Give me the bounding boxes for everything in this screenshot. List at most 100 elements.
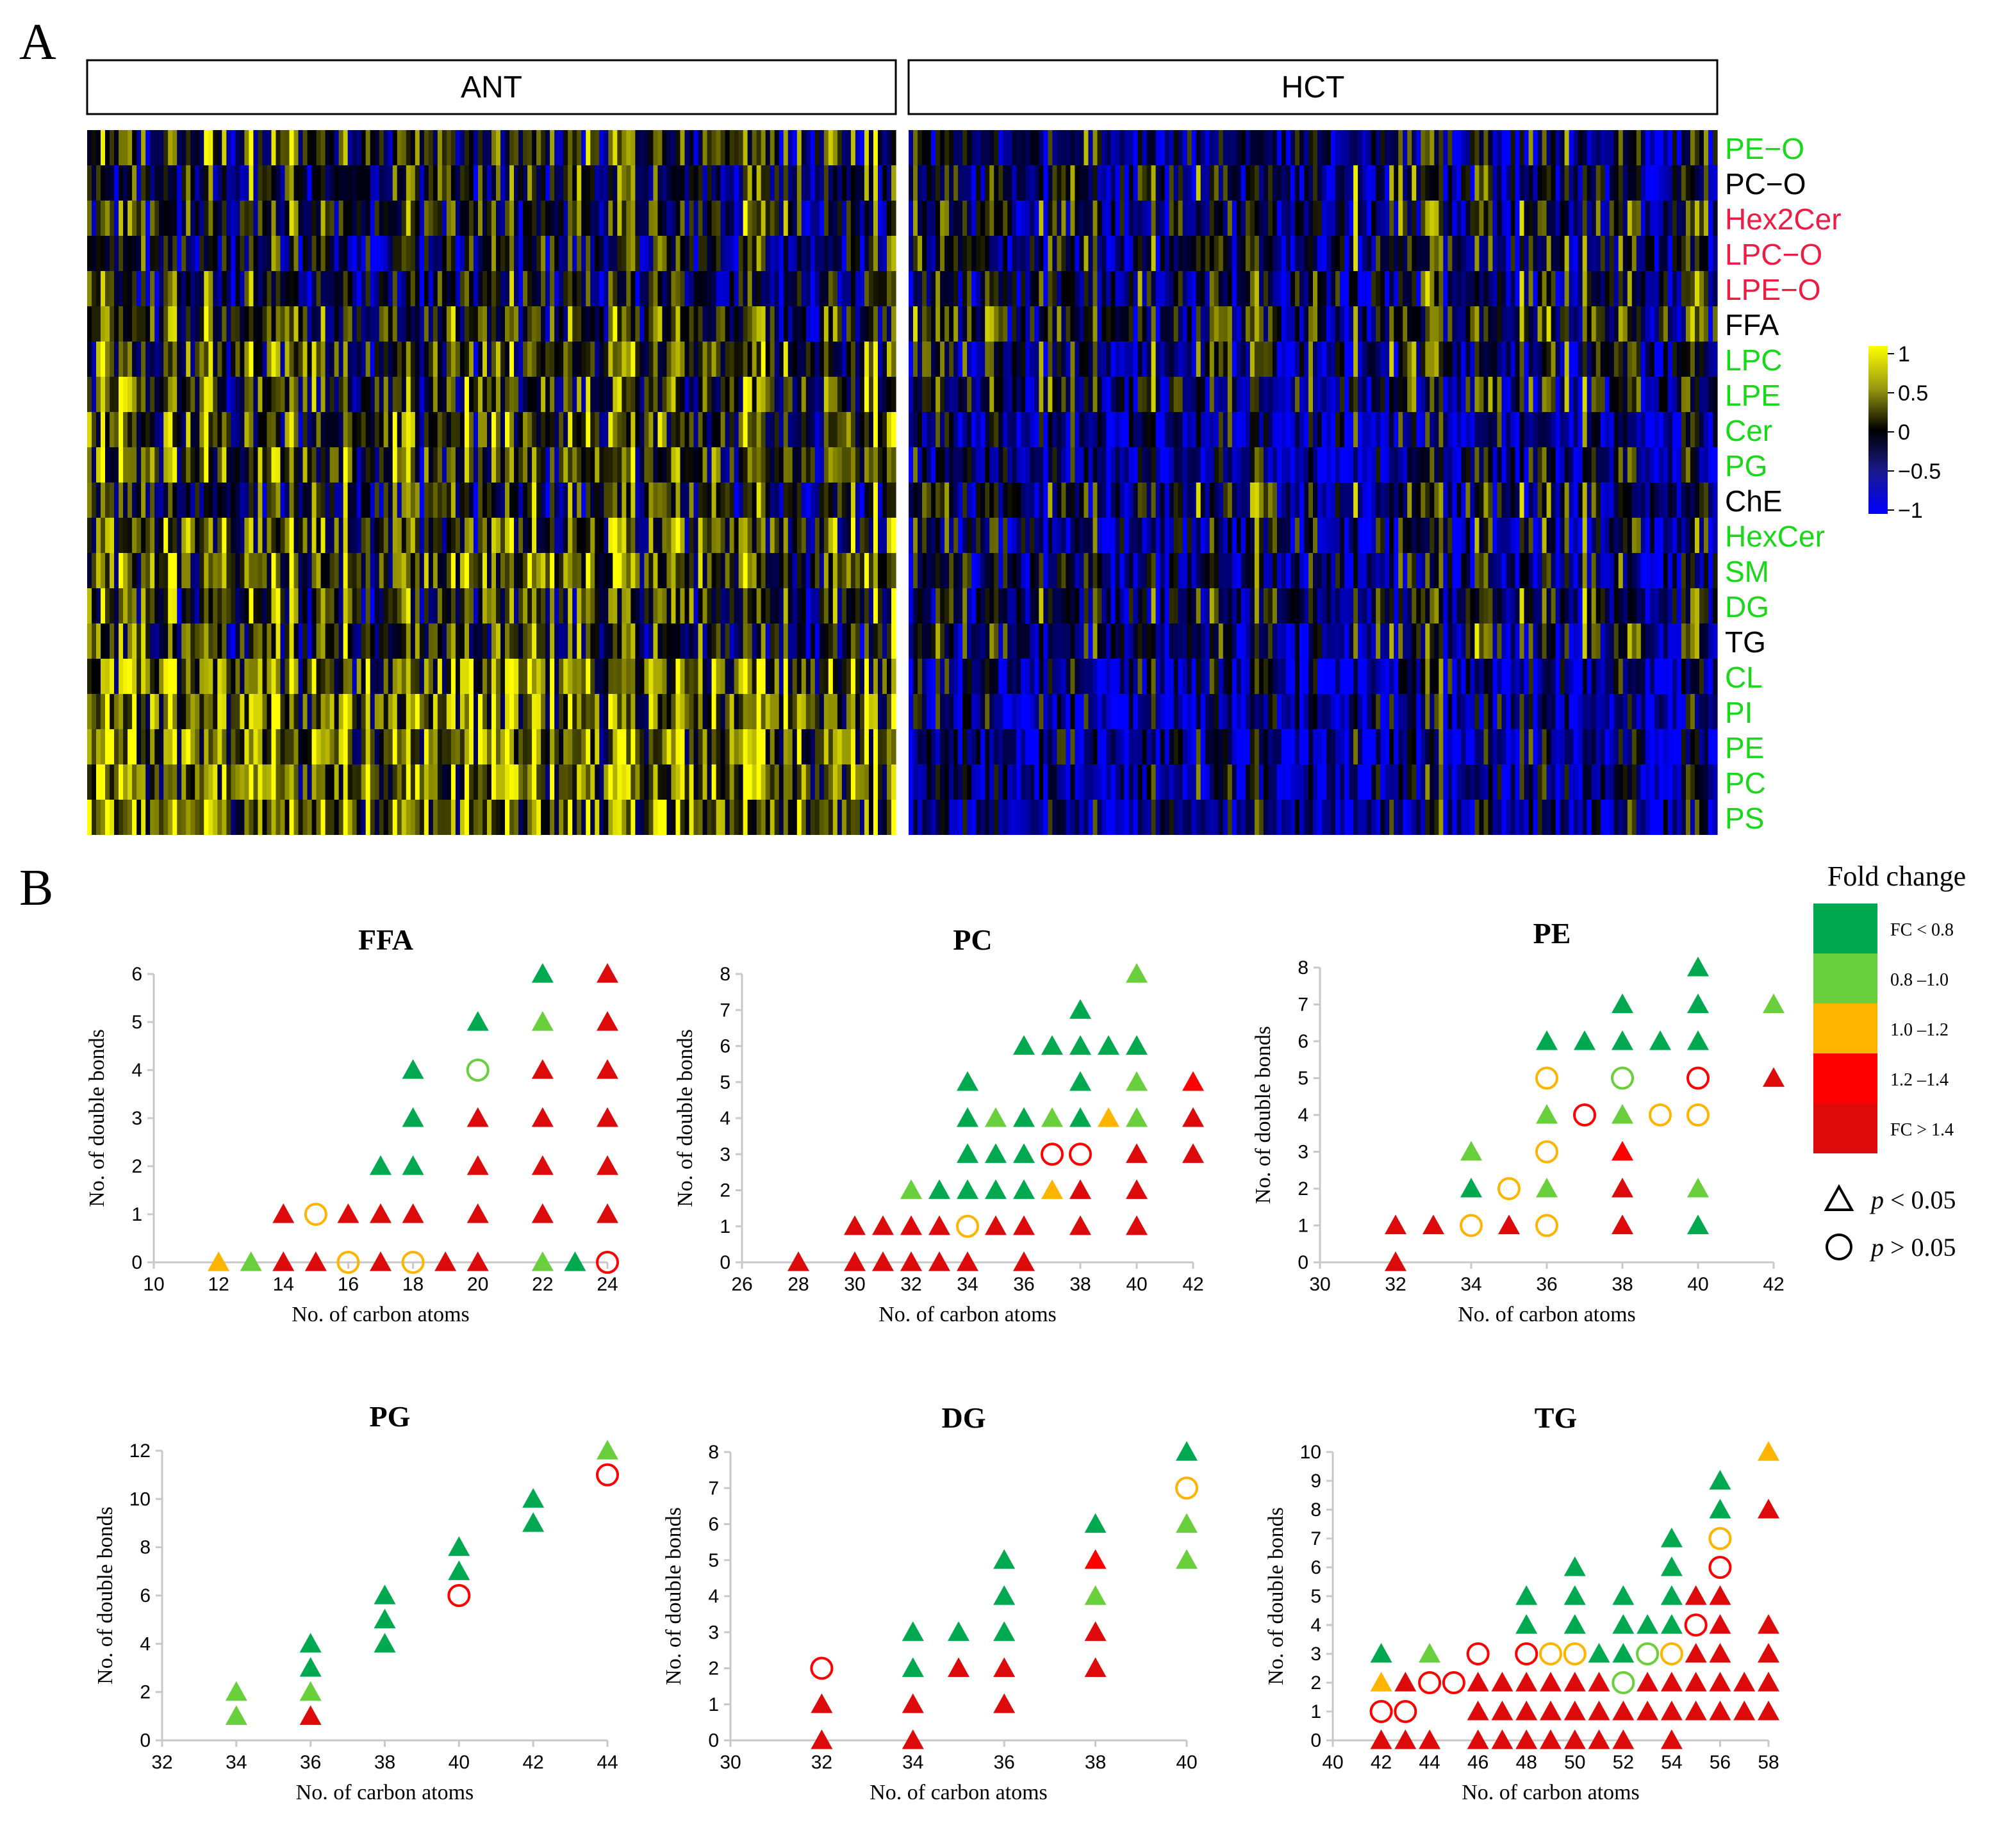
heatmap-cell — [505, 518, 510, 553]
heatmap-cell — [563, 800, 568, 835]
heatmap-cell — [1079, 377, 1085, 412]
heatmap-cell — [365, 694, 371, 729]
heatmap-cell — [307, 553, 313, 588]
heatmap-cell — [747, 659, 753, 694]
heatmap-cell — [1434, 165, 1439, 201]
heatmap-cell — [855, 377, 861, 412]
heatmap-cell — [810, 518, 816, 553]
heatmap-cell — [415, 553, 420, 588]
heatmap-cell — [119, 553, 124, 588]
heatmap-cell — [1600, 165, 1606, 201]
heatmap-cell — [1528, 236, 1534, 271]
heatmap-cell — [1483, 306, 1489, 342]
heatmap-cell — [1075, 342, 1080, 377]
heatmap-cell — [1407, 342, 1412, 377]
heatmap-cell — [1564, 306, 1570, 342]
heatmap-cell — [675, 165, 681, 201]
heatmap-cell — [123, 659, 128, 694]
heatmap-hct-row — [909, 342, 1718, 377]
heatmap-cell — [1209, 201, 1215, 236]
heatmap-cell — [343, 342, 349, 377]
heatmap-cell — [541, 130, 546, 165]
heatmap-cell — [325, 764, 331, 800]
heatmap-cell — [437, 165, 443, 201]
heatmap-cell — [231, 447, 236, 483]
heatmap-cell — [114, 271, 119, 306]
heatmap-cell — [1137, 306, 1143, 342]
heatmap-cell — [541, 588, 546, 623]
heatmap-cell — [419, 236, 425, 271]
heatmap-cell — [787, 447, 793, 483]
heatmap-cell — [1223, 236, 1228, 271]
heatmap-cell — [572, 271, 577, 306]
heatmap-cell — [271, 130, 277, 165]
heatmap-cell — [532, 623, 537, 659]
heatmap-cell — [702, 271, 708, 306]
heatmap-cell — [532, 165, 537, 201]
heatmap-cell — [541, 271, 546, 306]
heatmap-cell — [1169, 271, 1175, 306]
heatmap-cell — [244, 201, 249, 236]
heatmap-cell — [307, 236, 313, 271]
heatmap-cell — [491, 412, 497, 447]
heatmap-cell — [1663, 165, 1669, 201]
heatmap-cell — [1048, 342, 1053, 377]
heatmap-cell — [590, 201, 595, 236]
heatmap-cell — [240, 518, 245, 553]
heatmap-cell — [1412, 236, 1417, 271]
heatmap-cell — [114, 659, 119, 694]
heatmap-cell — [1218, 342, 1224, 377]
heatmap-cell — [868, 130, 874, 165]
heatmap-cell — [446, 377, 452, 412]
heatmap-cell — [747, 165, 753, 201]
heatmap-cell — [971, 306, 977, 342]
heatmap-cell — [267, 412, 272, 447]
heatmap-header-hct-label: HCT — [1282, 70, 1345, 104]
heatmap-cell — [693, 729, 699, 764]
heatmap-cell — [1101, 201, 1107, 236]
heatmap-cell — [284, 553, 290, 588]
heatmap-cell — [985, 201, 990, 236]
heatmap-cell — [410, 483, 416, 518]
heatmap-cell — [1137, 165, 1143, 201]
heatmap-cell — [644, 271, 649, 306]
heatmap-cell — [383, 588, 389, 623]
heatmap-cell — [190, 271, 195, 306]
heatmap-cell — [1506, 165, 1512, 201]
heatmap-cell — [347, 236, 353, 271]
heatmap-cell — [949, 377, 954, 412]
heatmap-cell — [199, 306, 204, 342]
heatmap-cell — [738, 271, 744, 306]
heatmap-cell — [509, 623, 515, 659]
heatmap-cell — [792, 236, 798, 271]
heatmap-cell — [1587, 201, 1592, 236]
heatmap-cell — [1119, 130, 1125, 165]
heatmap-cell — [271, 306, 277, 342]
heatmap-cell — [873, 201, 878, 236]
heatmap-cell — [796, 306, 802, 342]
heatmap-cell — [1394, 271, 1399, 306]
heatmap-cell — [450, 659, 456, 694]
heatmap-cell — [648, 130, 654, 165]
heatmap-cell — [365, 130, 371, 165]
heatmap-cell — [971, 342, 977, 377]
heatmap-cell — [293, 165, 299, 201]
heatmap-cell — [1326, 271, 1332, 306]
heatmap-cell — [1640, 306, 1646, 342]
heatmap-cell — [729, 342, 735, 377]
heatmap-cell — [1447, 236, 1453, 271]
heatmap-cell — [1430, 130, 1435, 165]
heatmap-cell — [1385, 342, 1390, 377]
heatmap-cell — [1600, 306, 1606, 342]
heatmap-cell — [792, 518, 798, 553]
heatmap-cell — [1694, 236, 1700, 271]
heatmap-cell — [1474, 130, 1480, 165]
heatmap-cell — [819, 447, 825, 483]
heatmap-cell — [298, 764, 304, 800]
heatmap-cell — [532, 306, 537, 342]
heatmap-cell — [662, 553, 668, 588]
heatmap-cell — [1223, 201, 1228, 236]
heatmap-cell — [1236, 342, 1242, 377]
heatmap-cell — [729, 412, 735, 447]
heatmap-cell — [1618, 271, 1624, 306]
